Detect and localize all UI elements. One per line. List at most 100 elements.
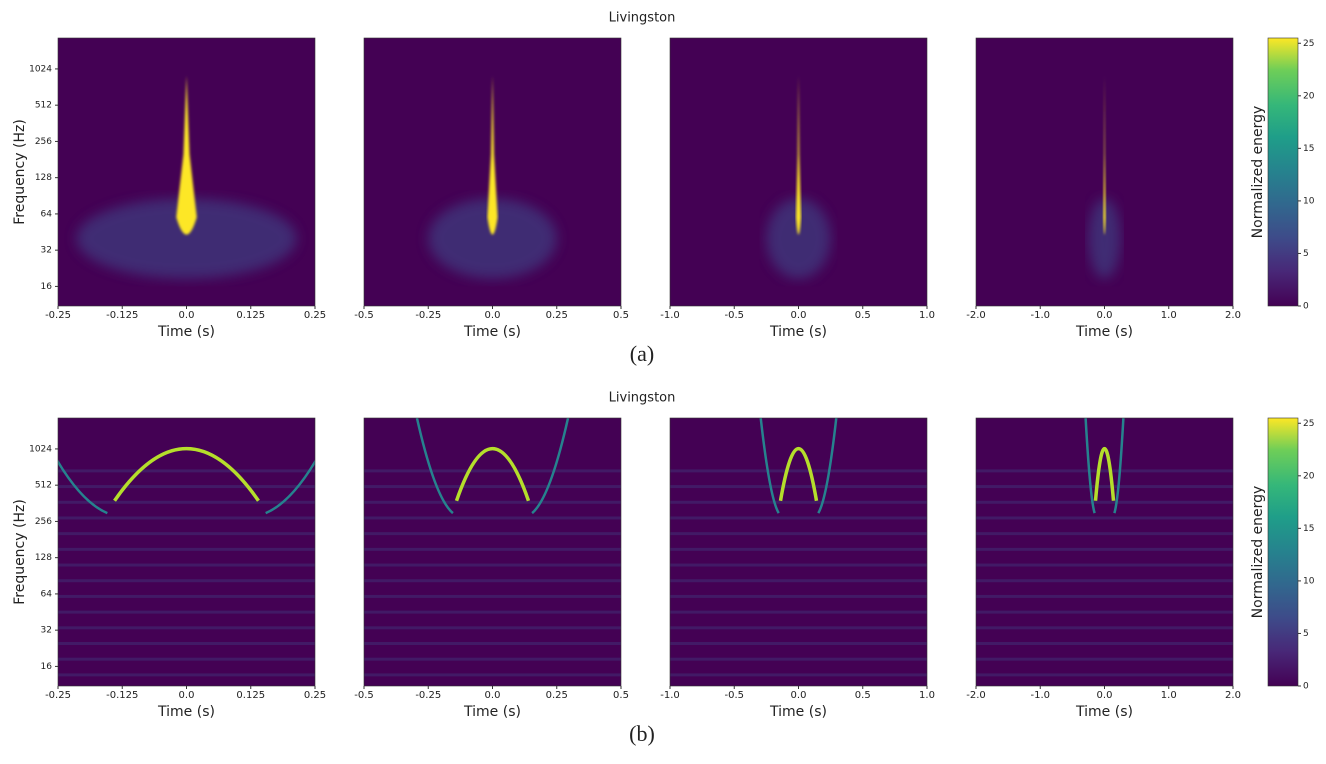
colorbar-tick-label: 0 xyxy=(1303,302,1309,312)
background xyxy=(976,418,1233,686)
y-tick-label: 64 xyxy=(41,589,53,599)
band xyxy=(976,563,1233,567)
y-tick-label: 128 xyxy=(35,553,52,563)
x-tick-label: 1.0 xyxy=(919,690,935,701)
spectrogram-image xyxy=(670,38,927,306)
arc xyxy=(113,447,260,502)
x-tick-label: -2.0 xyxy=(966,690,986,701)
band xyxy=(364,626,621,630)
spectrogram xyxy=(669,37,928,307)
band xyxy=(364,594,621,598)
x-tick-label: 0.25 xyxy=(304,690,326,701)
figure-title: Livingston xyxy=(609,11,676,26)
x-tick-label: 0.125 xyxy=(236,690,265,701)
y-tick-label: 1024 xyxy=(29,444,52,454)
spectrogram-image xyxy=(976,418,1233,686)
band xyxy=(364,657,621,661)
band xyxy=(364,469,621,473)
x-tick-label: -1.0 xyxy=(1030,310,1050,321)
x-tick-label: 0.5 xyxy=(613,310,629,321)
y-tick-label: 512 xyxy=(35,481,52,491)
band xyxy=(364,485,621,489)
x-tick-label: 0.0 xyxy=(1097,690,1113,701)
spectrogram xyxy=(975,417,1234,687)
x-tick-label: -0.125 xyxy=(106,310,138,321)
spectrogram-image xyxy=(364,418,621,686)
x-tick-label: 1.0 xyxy=(1161,690,1177,701)
colorbar xyxy=(1267,37,1299,307)
spectrogram-image xyxy=(58,418,315,686)
x-axis-label: Time (s) xyxy=(463,704,521,720)
band xyxy=(58,642,315,646)
band xyxy=(58,532,315,536)
glow xyxy=(428,198,557,279)
x-tick-label: 0.25 xyxy=(304,310,326,321)
x-tick-label: -0.125 xyxy=(106,690,138,701)
band xyxy=(976,469,1233,473)
spectrogram xyxy=(975,37,1234,307)
band xyxy=(58,563,315,567)
band xyxy=(58,673,315,677)
x-axis-label: Time (s) xyxy=(1075,324,1133,340)
background xyxy=(364,418,621,686)
band xyxy=(976,642,1233,646)
colorbar-tick-label: 20 xyxy=(1303,91,1315,101)
band xyxy=(670,547,927,551)
band xyxy=(364,500,621,504)
band xyxy=(976,516,1233,520)
band xyxy=(58,500,315,504)
y-tick-label: 32 xyxy=(41,626,52,636)
x-axis-label: Time (s) xyxy=(769,324,827,340)
band xyxy=(58,547,315,551)
x-tick-label: 0.0 xyxy=(1097,310,1113,321)
chirp xyxy=(795,75,802,235)
spectrogram-image xyxy=(976,38,1233,306)
band xyxy=(976,610,1233,614)
spectrogram-image xyxy=(58,38,315,306)
band xyxy=(670,532,927,536)
band xyxy=(670,516,927,520)
x-tick-label: 1.0 xyxy=(1161,310,1177,321)
spectrogram xyxy=(363,37,622,307)
colorbar-tick-label: 10 xyxy=(1303,196,1315,206)
colorbar-tick-label: 15 xyxy=(1303,524,1314,534)
glow xyxy=(1088,198,1121,279)
y-tick-label: 128 xyxy=(35,173,52,183)
x-axis-label: Time (s) xyxy=(157,704,215,720)
band xyxy=(976,547,1233,551)
y-tick-label: 512 xyxy=(35,101,52,111)
x-axis-label: Time (s) xyxy=(1075,704,1133,720)
x-tick-label: 0.0 xyxy=(485,310,501,321)
glow xyxy=(766,198,831,279)
band xyxy=(58,516,315,520)
background xyxy=(670,418,927,686)
band xyxy=(670,594,927,598)
arc xyxy=(415,418,454,515)
x-tick-label: 0.125 xyxy=(236,310,265,321)
x-tick-label: -0.25 xyxy=(45,310,71,321)
arc xyxy=(817,418,838,514)
band xyxy=(670,500,927,504)
band xyxy=(976,673,1233,677)
y-tick-label: 256 xyxy=(35,137,52,147)
band xyxy=(670,610,927,614)
y-axis-label: Frequency (Hz) xyxy=(12,119,28,225)
arc xyxy=(58,459,108,515)
band xyxy=(58,626,315,630)
spectrogram-image xyxy=(670,418,927,686)
band xyxy=(364,610,621,614)
band xyxy=(976,485,1233,489)
band xyxy=(976,532,1233,536)
x-tick-label: 0.0 xyxy=(485,690,501,701)
caption: (a) xyxy=(630,341,654,366)
colorbar-tick-label: 25 xyxy=(1303,419,1314,429)
arc xyxy=(1113,418,1125,514)
x-tick-label: -1.0 xyxy=(1030,690,1050,701)
y-tick-label: 1024 xyxy=(29,64,52,74)
chirp xyxy=(487,75,498,235)
x-tick-label: 0.25 xyxy=(546,310,568,321)
arc xyxy=(759,418,780,514)
colorbar-tick-label: 0 xyxy=(1303,682,1309,692)
arc xyxy=(1084,418,1096,514)
spectrogram xyxy=(57,37,316,307)
